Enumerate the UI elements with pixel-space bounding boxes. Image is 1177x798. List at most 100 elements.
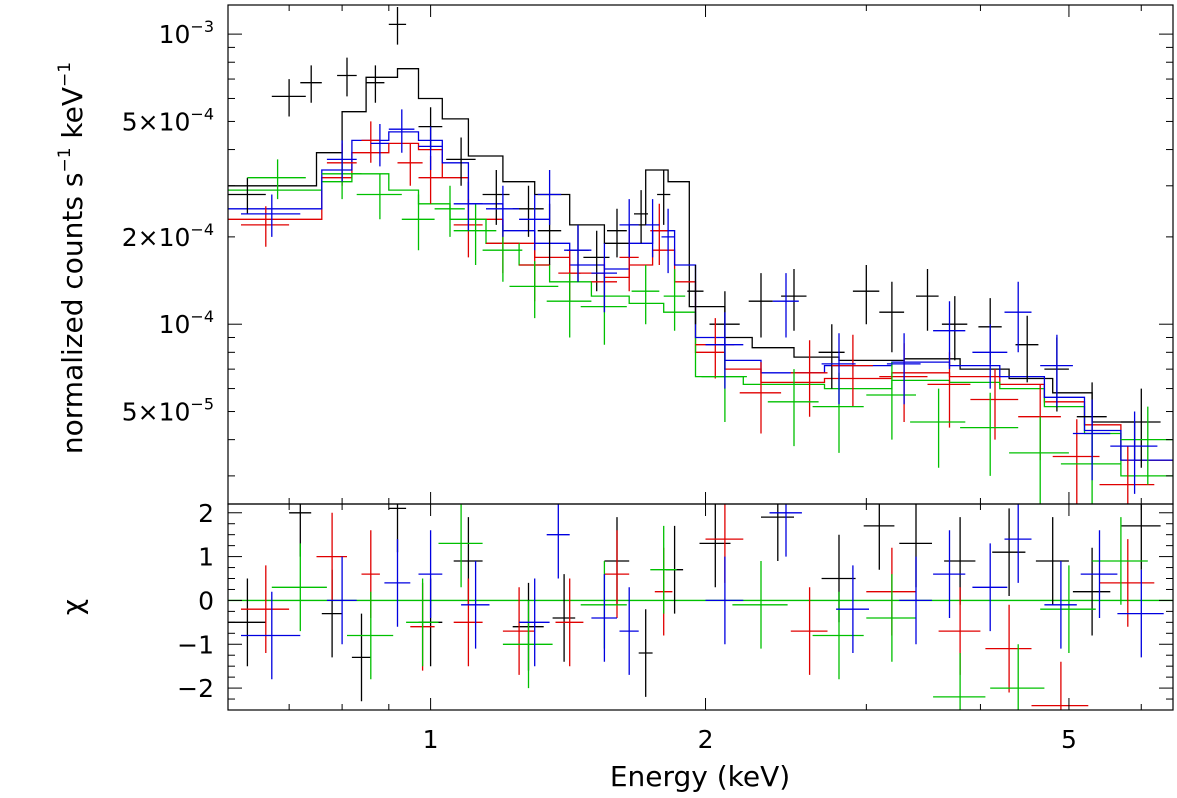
- y-tick-label: 10−3: [159, 17, 214, 49]
- residual-point-4: [972, 543, 1008, 632]
- residual-point-2: [453, 578, 483, 667]
- residual-point-1: [638, 609, 653, 697]
- model-curve-4: [228, 131, 1173, 461]
- residual-point-4: [418, 530, 443, 618]
- residual-point-3: [933, 653, 986, 710]
- data-point-2: [831, 334, 873, 407]
- data-point-2: [1099, 446, 1155, 504]
- data-point-1: [607, 208, 627, 258]
- data-point-1: [583, 230, 610, 292]
- data-point-2: [397, 143, 423, 186]
- y-tick-label: 0: [198, 586, 214, 615]
- residual-point-3: [732, 561, 788, 649]
- data-point-4: [453, 181, 483, 231]
- data-point-1: [687, 265, 704, 325]
- data-point-2: [650, 203, 669, 265]
- residuals-panel: 1 2 5 2 1 0 −1 −2: [177, 499, 1174, 754]
- data-point-4: [886, 333, 921, 405]
- residual-point-1: [351, 613, 371, 702]
- residual-point-2: [502, 587, 535, 675]
- residual-point-1: [1035, 517, 1069, 605]
- residual-point-4: [519, 578, 550, 667]
- residual-point-4: [836, 565, 869, 653]
- data-point-4: [388, 109, 415, 153]
- data-point-2: [790, 340, 828, 417]
- data-point-3: [767, 369, 819, 447]
- data-point-4: [418, 126, 443, 170]
- spectrum-data-points: [228, 7, 1173, 504]
- data-point-4: [1072, 399, 1111, 481]
- data-point-2: [241, 206, 290, 247]
- data-point-1: [388, 7, 407, 45]
- data-point-2: [361, 121, 380, 163]
- data-point-1: [366, 65, 385, 103]
- residual-point-4: [241, 591, 301, 680]
- model-curve-3: [228, 173, 1173, 477]
- data-point-1: [941, 296, 968, 361]
- data-point-4: [772, 273, 799, 338]
- residual-point-4: [461, 561, 490, 649]
- data-point-3: [910, 388, 966, 468]
- x-tick-label: 5: [1061, 725, 1077, 754]
- residual-point-4: [705, 556, 744, 645]
- data-point-3: [546, 273, 592, 338]
- spectrum-ticks: 10−3 5×10−4 2×10−4 10−4 5×10−5: [122, 5, 1173, 504]
- data-point-1: [1120, 388, 1161, 468]
- model-curve-2: [228, 142, 1173, 461]
- data-point-1: [337, 57, 357, 97]
- data-point-3: [453, 203, 497, 265]
- model-curves: [228, 68, 1173, 477]
- data-point-4: [1040, 334, 1073, 407]
- residual-point-1: [552, 574, 576, 662]
- residual-point-2: [604, 530, 630, 618]
- data-point-1: [228, 177, 266, 214]
- data-point-1: [482, 170, 510, 225]
- y-tick-label: 5×10−5: [122, 395, 214, 427]
- residual-ticks: 1 2 5 2 1 0 −1 −2: [177, 499, 1173, 754]
- y-tick-label: −1: [177, 630, 214, 659]
- y-tick-label: −2: [177, 674, 214, 703]
- residual-point-3: [1092, 517, 1148, 605]
- residual-point-2: [1099, 539, 1155, 627]
- data-point-4: [564, 224, 592, 282]
- residual-point-4: [769, 504, 802, 557]
- data-point-1: [446, 137, 476, 186]
- residual-point-2: [985, 604, 1032, 693]
- data-point-3: [866, 362, 916, 440]
- residual-point-2: [555, 578, 584, 667]
- residual-point-3: [990, 644, 1045, 710]
- data-point-4: [1110, 411, 1158, 494]
- data-point-4: [645, 199, 660, 258]
- y-tick-label: 1: [198, 543, 214, 572]
- data-point-1: [781, 269, 807, 331]
- residual-point-4: [326, 556, 357, 645]
- data-point-3: [434, 185, 465, 237]
- data-point-4: [591, 243, 617, 313]
- residual-data-points: [228, 504, 1164, 710]
- data-point-4: [821, 333, 856, 405]
- x-tick-label: 1: [423, 725, 439, 754]
- x-axis-label: Energy (keV): [610, 760, 790, 793]
- residual-point-1: [863, 504, 895, 570]
- data-point-2: [879, 343, 928, 422]
- data-point-3: [631, 265, 660, 325]
- data-point-3: [960, 392, 1019, 476]
- data-point-2: [739, 362, 782, 434]
- residual-point-2: [241, 565, 290, 653]
- axis-labels: Energy (keV) normalized counts s−1 keV−1 χ: [55, 62, 790, 793]
- data-point-2: [970, 369, 1019, 440]
- residual-point-4: [1117, 569, 1164, 658]
- data-point-4: [933, 301, 966, 370]
- data-point-3: [401, 194, 435, 251]
- residual-point-3: [502, 600, 553, 689]
- data-point-1: [271, 79, 306, 117]
- residual-point-1: [992, 508, 1026, 596]
- residual-point-1: [699, 504, 731, 588]
- residual-point-3: [438, 504, 483, 588]
- data-point-4: [519, 194, 550, 251]
- spectrum-frame: [227, 4, 1174, 505]
- residual-point-3: [866, 574, 916, 662]
- spectrum-panel: 10−3 5×10−4 2×10−4 10−4 5×10−5: [122, 4, 1174, 505]
- residual-point-4: [591, 574, 617, 662]
